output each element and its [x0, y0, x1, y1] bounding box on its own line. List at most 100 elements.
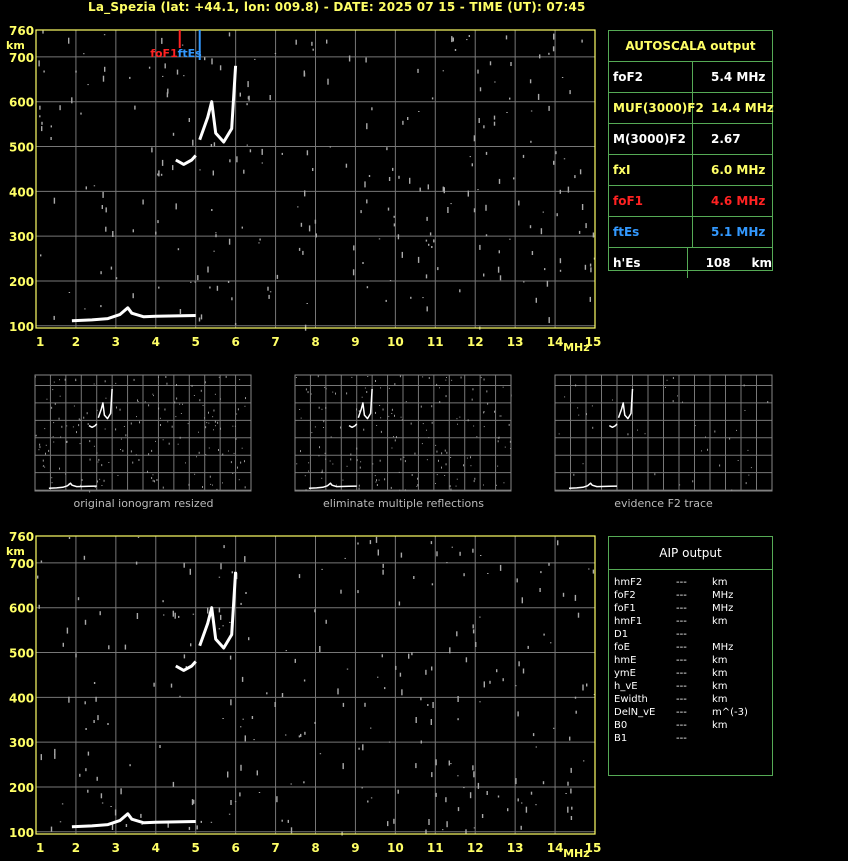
noise-speck — [329, 460, 331, 462]
noise-speck — [590, 267, 592, 273]
noise-speck — [85, 728, 87, 730]
noise-speck — [382, 569, 384, 575]
noise-speck — [258, 242, 260, 244]
noise-speck — [701, 450, 702, 452]
noise-speck — [510, 62, 512, 66]
plot-frame — [294, 374, 512, 492]
noise-speck — [138, 459, 140, 461]
noise-speck — [176, 69, 179, 75]
trace-es-trace — [48, 482, 97, 489]
noise-speck — [238, 479, 240, 481]
noise-speck — [358, 747, 360, 750]
noise-speck — [486, 390, 488, 393]
noise-speck — [446, 821, 448, 828]
noise-speck — [494, 410, 495, 413]
noise-speck — [553, 33, 555, 40]
noise-speck — [95, 696, 97, 702]
noise-speck — [216, 285, 219, 291]
aip-cell: foF2 — [614, 590, 636, 601]
noise-speck — [204, 381, 206, 384]
noise-speck — [296, 463, 298, 465]
noise-speck — [175, 203, 177, 210]
noise-speck — [243, 169, 245, 174]
noise-speck — [521, 802, 523, 804]
noise-speck — [153, 682, 155, 687]
noise-speck — [41, 126, 43, 132]
noise-speck — [379, 459, 381, 462]
noise-speck — [285, 650, 287, 652]
noise-speck — [378, 479, 380, 481]
noise-speck — [431, 666, 433, 671]
noise-speck — [575, 710, 577, 714]
noise-speck — [439, 401, 441, 403]
noise-speck — [381, 654, 383, 658]
noise-speck — [323, 420, 325, 423]
noise-speck — [442, 70, 444, 72]
noise-speck — [422, 376, 424, 378]
autoscala-value: 5.1 MHz — [711, 225, 766, 239]
noise-speck — [52, 436, 54, 438]
noise-speck — [627, 433, 629, 436]
noise-speck — [323, 427, 324, 428]
autoscala-panel: AUTOSCALA output foF2 5.4 MHz MUF(3000)F2 1… — [608, 30, 774, 278]
noise-speck — [187, 423, 189, 425]
y-axis-top-label: 760 — [9, 24, 34, 38]
noise-speck — [239, 379, 241, 381]
thumb-caption-eliminate: eliminate multiple reflections — [323, 497, 484, 510]
trace-f1-trace — [348, 423, 358, 429]
noise-speck — [510, 448, 511, 450]
noise-speck — [244, 735, 246, 742]
plot-frame — [35, 29, 596, 329]
noise-speck — [384, 478, 386, 481]
noise-speck — [394, 439, 396, 442]
noise-speck — [315, 233, 317, 238]
aip-cell: --- — [676, 642, 687, 653]
noise-speck — [340, 589, 342, 594]
noise-speck — [457, 718, 459, 721]
noise-speck — [60, 436, 62, 438]
noise-speck — [361, 787, 363, 789]
noise-speck — [589, 263, 592, 267]
noise-speck — [120, 438, 122, 440]
noise-speck — [364, 387, 366, 389]
noise-speck — [417, 484, 419, 486]
y-tick-label: 200 — [9, 781, 34, 795]
x-tick-label: 8 — [311, 335, 319, 349]
aip-cell: --- — [676, 590, 687, 601]
noise-speck — [382, 563, 384, 568]
noise-speck — [132, 293, 134, 299]
noise-speck — [40, 754, 42, 761]
noise-speck — [172, 781, 175, 787]
noise-speck — [281, 693, 284, 697]
noise-speck — [200, 314, 203, 320]
noise-speck — [308, 470, 309, 472]
noise-speck — [151, 147, 153, 153]
noise-speck — [87, 84, 89, 86]
noise-speck — [382, 408, 384, 411]
noise-speck — [135, 561, 138, 565]
y-tick-label: 600 — [9, 602, 34, 616]
noise-speck — [311, 41, 313, 46]
noise-speck — [477, 782, 480, 789]
noise-speck — [398, 601, 401, 606]
noise-speck — [518, 200, 520, 206]
noise-speck — [360, 210, 362, 214]
noise-speck — [240, 461, 242, 464]
noise-speck — [220, 614, 222, 620]
noise-speck — [267, 286, 269, 291]
noise-speck — [654, 473, 656, 476]
noise-speck — [197, 275, 199, 281]
noise-speck — [426, 459, 428, 461]
noise-speck — [563, 158, 566, 160]
noise-speck — [384, 687, 386, 690]
noise-speck — [457, 696, 459, 702]
aip-cell: MHz — [712, 590, 734, 601]
x-tick-label: 2 — [72, 335, 80, 349]
x-tick-label: 15 — [585, 841, 602, 855]
noise-speck — [185, 462, 186, 464]
noise-speck — [451, 546, 453, 548]
noise-speck — [472, 388, 474, 391]
noise-speck — [550, 642, 552, 644]
aip-row: foF2 --- MHz — [609, 589, 772, 602]
x-tick-label: 10 — [387, 841, 404, 855]
